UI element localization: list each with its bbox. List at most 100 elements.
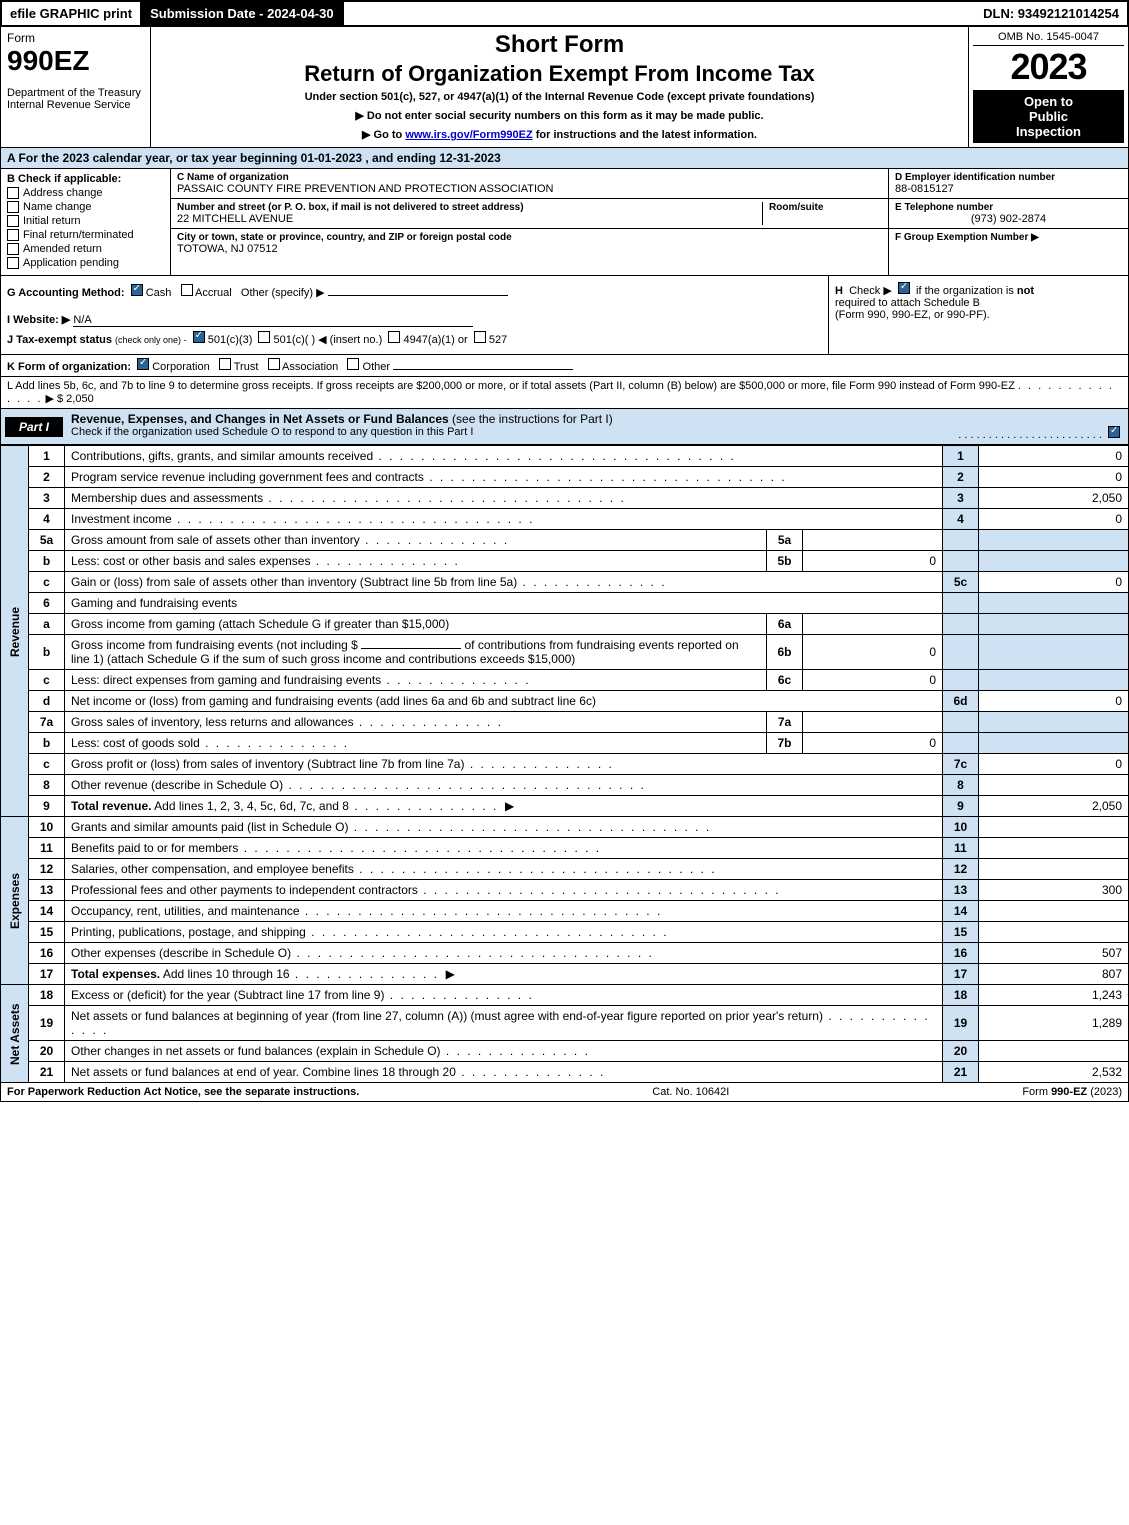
line-6b-shade (943, 635, 979, 670)
footer-form-year: (2023) (1090, 1086, 1122, 1098)
checkbox-final-return[interactable] (7, 229, 19, 241)
line-7b-desc: Less: cost of goods sold (71, 736, 349, 750)
line-1-rn: 1 (943, 446, 979, 467)
line-5a-desc: Gross amount from sale of assets other t… (71, 533, 509, 547)
line-10-desc: Grants and similar amounts paid (list in… (71, 820, 711, 834)
g-accounting: G Accounting Method: Cash Accrual Other … (1, 276, 828, 354)
line-6a-desc: Gross income from gaming (attach Schedul… (65, 614, 767, 635)
checkbox-accrual[interactable] (181, 284, 193, 296)
k-line: K Form of organization: Corporation Trus… (0, 355, 1129, 377)
k-other-input[interactable] (393, 369, 573, 370)
group-exemption-label: F Group Exemption Number ▶ (895, 232, 1122, 243)
checkbox-name-change[interactable] (7, 201, 19, 213)
line-6-shade (943, 593, 979, 614)
checkbox-application-pending[interactable] (7, 257, 19, 269)
ein-value: 88-0815127 (895, 183, 1122, 195)
footer-form-num: 990-EZ (1051, 1086, 1087, 1098)
line-2-num: 2 (29, 467, 65, 488)
h-not: not (1017, 285, 1034, 297)
line-11-num: 11 (29, 838, 65, 859)
line-20-desc: Other changes in net assets or fund bala… (71, 1044, 590, 1058)
line-21-num: 21 (29, 1062, 65, 1083)
checkbox-trust[interactable] (219, 358, 231, 370)
line-20-num: 20 (29, 1041, 65, 1062)
h-label: H (835, 285, 843, 297)
line-6b-num: b (29, 635, 65, 670)
checkbox-501c3[interactable] (193, 331, 205, 343)
checkbox-association[interactable] (268, 358, 280, 370)
line-16-num: 16 (29, 943, 65, 964)
line-7c-desc: Gross profit or (loss) from sales of inv… (71, 757, 614, 771)
checkbox-501c[interactable] (258, 331, 270, 343)
checkbox-initial-return[interactable] (7, 215, 19, 227)
checkbox-schedule-b[interactable] (898, 282, 910, 294)
l-arrow: ▶ $ (45, 393, 63, 405)
line-6d-num: d (29, 691, 65, 712)
footer-right: Form 990-EZ (2023) (1022, 1086, 1122, 1098)
checkbox-amended-return[interactable] (7, 243, 19, 255)
k-other: Other (363, 361, 391, 373)
checkbox-other-org[interactable] (347, 358, 359, 370)
line-12-desc: Salaries, other compensation, and employ… (71, 862, 717, 876)
line-2-val: 0 (979, 467, 1129, 488)
no-ssn-notice: ▶ Do not enter social security numbers o… (159, 109, 960, 122)
line-6b-blank[interactable] (361, 648, 461, 649)
line-9-desc-bold: Total revenue. (71, 799, 151, 813)
checkbox-4947[interactable] (388, 331, 400, 343)
checkbox-cash[interactable] (131, 284, 143, 296)
line-5c-val: 0 (979, 572, 1129, 593)
line-13-num: 13 (29, 880, 65, 901)
footer: For Paperwork Reduction Act Notice, see … (0, 1083, 1129, 1102)
line-7a-sv (803, 712, 943, 733)
open-line1: Open to (975, 94, 1122, 109)
k-assoc: Association (282, 361, 338, 373)
line-13-rn: 13 (943, 880, 979, 901)
opt-initial-return: Initial return (23, 215, 80, 227)
line-10-val (979, 817, 1129, 838)
opt-address-change: Address change (23, 187, 103, 199)
short-form-title: Short Form (159, 31, 960, 59)
line-7a-shade-val (979, 712, 1129, 733)
line-6c-sv: 0 (803, 670, 943, 691)
l-line: L Add lines 5b, 6c, and 7b to line 9 to … (0, 377, 1129, 409)
efile-label[interactable]: efile GRAPHIC print (2, 2, 140, 25)
line-10-rn: 10 (943, 817, 979, 838)
line-17-desc2: Add lines 10 through 16 (163, 967, 439, 981)
line-15-desc: Printing, publications, postage, and shi… (71, 925, 669, 939)
line-5a-sv (803, 530, 943, 551)
line-18-rn: 18 (943, 985, 979, 1006)
g-other-input[interactable] (328, 295, 508, 296)
line-5c-num: c (29, 572, 65, 593)
j-527: 527 (489, 334, 507, 346)
omb-number: OMB No. 1545-0047 (973, 31, 1124, 46)
line-5a-sn: 5a (767, 530, 803, 551)
line-6-desc: Gaming and fundraising events (65, 593, 943, 614)
line-5a-num: 5a (29, 530, 65, 551)
irs-link[interactable]: www.irs.gov/Form990EZ (405, 129, 532, 141)
org-name: PASSAIC COUNTY FIRE PREVENTION AND PROTE… (177, 183, 882, 195)
line-11-rn: 11 (943, 838, 979, 859)
line-12-val (979, 859, 1129, 880)
line-6-shade-val (979, 593, 1129, 614)
gh-block: G Accounting Method: Cash Accrual Other … (0, 276, 1129, 355)
line-6d-desc: Net income or (loss) from gaming and fun… (65, 691, 943, 712)
part-i-header: Part I Revenue, Expenses, and Changes in… (0, 409, 1129, 445)
k-trust: Trust (234, 361, 259, 373)
checkbox-schedule-o-part1[interactable] (1108, 426, 1120, 438)
line-17-rn: 17 (943, 964, 979, 985)
checkbox-address-change[interactable] (7, 187, 19, 199)
line-6b-desc1: Gross income from fundraising events (no… (71, 638, 358, 652)
goto-suffix: for instructions and the latest informat… (536, 129, 757, 141)
line-4-rn: 4 (943, 509, 979, 530)
part-i-title-tail: (see the instructions for Part I) (452, 412, 613, 426)
dept-treasury: Department of the Treasury (7, 87, 144, 99)
line-13-val: 300 (979, 880, 1129, 901)
phone-label: E Telephone number (895, 202, 1122, 213)
line-19-rn: 19 (943, 1006, 979, 1041)
checkbox-corporation[interactable] (137, 358, 149, 370)
line-19-val: 1,289 (979, 1006, 1129, 1041)
checkbox-527[interactable] (474, 331, 486, 343)
line-7c-rn: 7c (943, 754, 979, 775)
line-19-num: 19 (29, 1006, 65, 1041)
column-c: C Name of organization PASSAIC COUNTY FI… (171, 169, 888, 275)
